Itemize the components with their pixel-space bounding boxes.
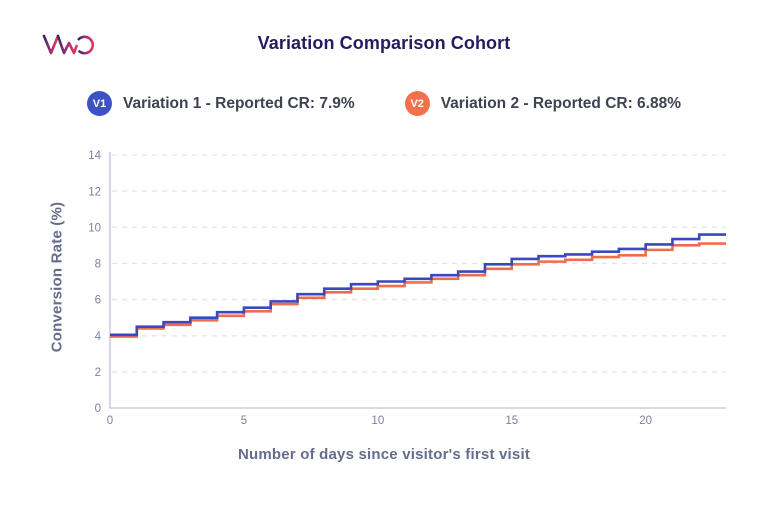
x-tick-label: 20 <box>639 415 652 427</box>
vwo-logo <box>42 34 94 55</box>
x-tick-label: 0 <box>107 415 113 427</box>
y-tick-label: 14 <box>88 150 101 162</box>
chart-legend: V1 Variation 1 - Reported CR: 7.9% V2 Va… <box>0 91 768 116</box>
legend-item-variation-2[interactable]: V2 Variation 2 - Reported CR: 6.88% <box>404 91 681 116</box>
y-tick-label: 8 <box>95 259 101 271</box>
y-axis-title: Conversion Rate (%) <box>48 201 66 353</box>
legend-item-variation-1[interactable]: V1 Variation 1 - Reported CR: 7.9% <box>86 91 355 116</box>
cohort-chart: 0 2 4 6 8 10 12 14 0 5 10 15 20 <box>80 146 740 430</box>
variation-1-label: Variation 1 - Reported CR: 7.9% <box>122 94 355 112</box>
variation-1-badge: V1 <box>86 91 112 116</box>
variation-2-badge: V2 <box>404 91 430 116</box>
cohort-step-chart: 0 2 4 6 8 10 12 14 0 5 10 15 20 <box>88 150 726 427</box>
x-tick-label: 15 <box>505 415 518 427</box>
y-tick-label: 2 <box>95 367 101 379</box>
variation-2-label: Variation 2 - Reported CR: 6.88% <box>440 94 681 112</box>
y-tick-label: 10 <box>88 222 101 234</box>
y-tick-label: 12 <box>88 186 101 198</box>
y-tick-label: 0 <box>95 403 101 415</box>
series-line-variation-1[interactable] <box>110 233 726 337</box>
x-tick-label: 10 <box>371 415 384 427</box>
y-tick-label: 4 <box>95 331 102 343</box>
series-line-variation-2[interactable] <box>110 242 726 338</box>
page-title: Variation Comparison Cohort <box>257 33 511 53</box>
x-axis-title: Number of days since visitor's first vis… <box>237 446 531 463</box>
x-tick-label: 5 <box>241 415 247 427</box>
y-tick-label: 6 <box>95 295 101 307</box>
